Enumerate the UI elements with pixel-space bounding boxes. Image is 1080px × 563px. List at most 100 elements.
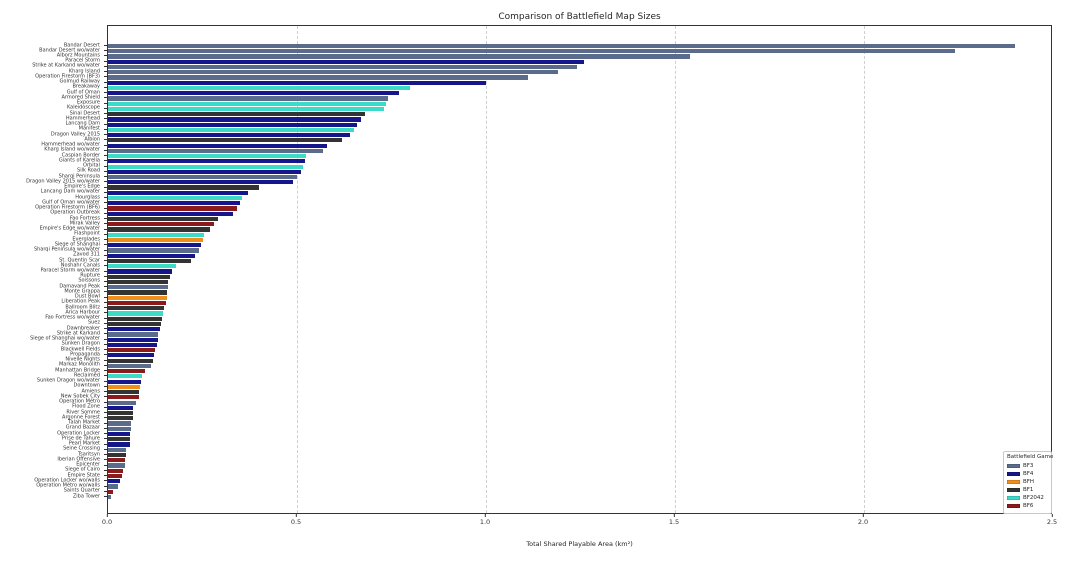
x-tick-mark	[484, 514, 486, 517]
bar	[108, 410, 133, 416]
bar	[108, 96, 388, 101]
x-tick: 1.5	[669, 514, 679, 526]
legend-label: BF1	[1023, 487, 1034, 493]
y-tick-mark	[104, 202, 107, 204]
y-tick-label: Orbital	[83, 162, 100, 169]
bar	[108, 300, 166, 306]
y-tick-label: Rupture	[80, 272, 100, 279]
y-tick-mark	[104, 60, 107, 62]
bar	[108, 416, 133, 421]
y-tick-label: Dragon Valley 2015 wo/water	[26, 178, 100, 185]
y-tick-label: Caspian Border	[61, 152, 100, 159]
gridline	[675, 26, 676, 513]
bar	[108, 327, 160, 332]
y-tick-mark	[104, 427, 107, 429]
y-tick-mark	[104, 328, 107, 330]
y-tick-label: Dragon Valley 2015	[50, 131, 100, 138]
y-tick-mark	[104, 275, 107, 277]
y-tick-label: Bandar Desert wo/water	[39, 47, 100, 54]
bar	[108, 138, 343, 143]
legend-label: BF6	[1023, 503, 1034, 509]
y-tick-label: Flood Zone	[72, 403, 100, 410]
bar	[108, 222, 214, 227]
y-tick-mark	[104, 496, 107, 497]
y-tick-mark	[104, 422, 107, 424]
bar	[108, 127, 354, 132]
y-tick-mark	[104, 443, 107, 445]
y-tick-label: Gulf of Oman	[66, 89, 100, 96]
bar	[108, 342, 158, 347]
legend-label: BFH	[1023, 479, 1035, 485]
y-tick-mark	[104, 244, 107, 246]
y-tick-mark	[104, 212, 107, 214]
bar	[108, 43, 1016, 49]
y-tick-label: Nivelle Nights	[65, 356, 100, 363]
bar	[108, 59, 585, 64]
y-tick-mark	[104, 228, 107, 230]
y-tick-mark	[104, 469, 107, 471]
y-tick-label: Hammerhead	[65, 115, 100, 122]
y-tick-mark	[104, 233, 107, 235]
y-tick-mark	[104, 81, 107, 83]
y-tick-label: Strike at Karkand wo/water	[32, 62, 100, 69]
y-tick-label: Empire's Edge	[64, 183, 100, 190]
y-tick-label: Siege of Cairo	[65, 466, 100, 473]
bar	[108, 80, 486, 85]
y-tick-label: Epicenter	[76, 461, 100, 468]
y-tick-label: Grand Bazaar	[65, 424, 100, 431]
bar	[108, 306, 164, 311]
bar	[108, 70, 558, 75]
y-tick-mark	[104, 375, 107, 377]
bar	[108, 143, 328, 148]
x-tick: 0.5	[291, 514, 301, 526]
y-tick-mark	[104, 139, 107, 141]
bar	[108, 49, 955, 54]
x-tick: 2.5	[1047, 514, 1057, 526]
bar	[108, 264, 177, 269]
legend-entry: BF2042	[1007, 494, 1048, 502]
x-tick-mark	[106, 514, 108, 517]
bar	[108, 473, 122, 479]
legend-swatch	[1007, 487, 1020, 493]
bar	[108, 437, 130, 442]
y-tick-mark	[104, 86, 107, 88]
y-tick-label: Siege of Shanghai wo/water	[30, 335, 100, 342]
y-tick-label: Manifest	[78, 125, 100, 132]
y-tick-mark	[104, 364, 107, 366]
bar	[108, 91, 400, 96]
y-tick-label: Kaleidoscope	[66, 104, 100, 111]
y-tick-label: New Sobek City	[60, 393, 100, 400]
y-tick-label: Empire's Edge wo/water	[39, 225, 100, 232]
bar	[108, 468, 124, 473]
bar	[108, 452, 126, 458]
legend-swatch	[1007, 503, 1020, 509]
gridline	[864, 26, 865, 513]
y-tick-label: Manhattan Bridge	[55, 367, 100, 374]
y-tick-label: Gulf of Oman wo/water	[42, 199, 100, 206]
bar	[108, 384, 141, 389]
y-tick-label: Seine Crossing	[63, 445, 100, 452]
y-tick-label: Operation Locker wo/walls	[34, 477, 100, 484]
y-tick-label: Suez	[87, 319, 100, 326]
y-tick-mark	[104, 270, 107, 272]
y-tick-mark	[104, 176, 107, 178]
gridline	[297, 26, 298, 513]
y-tick-label: Albion	[84, 136, 100, 143]
x-tick-mark	[862, 514, 864, 517]
legend-swatch	[1007, 495, 1020, 501]
bar	[108, 185, 260, 190]
bar	[108, 117, 362, 122]
bar	[108, 154, 307, 159]
bar	[108, 379, 142, 384]
y-tick-label: Everglades	[72, 236, 100, 243]
bar	[108, 316, 162, 321]
y-tick-mark	[104, 186, 107, 188]
y-tick-mark	[104, 349, 107, 351]
y-tick-mark	[104, 218, 107, 220]
y-tick-label: Kharg Island wo/water	[44, 146, 100, 153]
y-tick-mark	[104, 239, 107, 241]
y-tick-mark	[104, 412, 107, 414]
bar	[108, 85, 411, 91]
bar	[108, 122, 358, 127]
y-tick-label: Argonne Forest	[62, 414, 100, 421]
